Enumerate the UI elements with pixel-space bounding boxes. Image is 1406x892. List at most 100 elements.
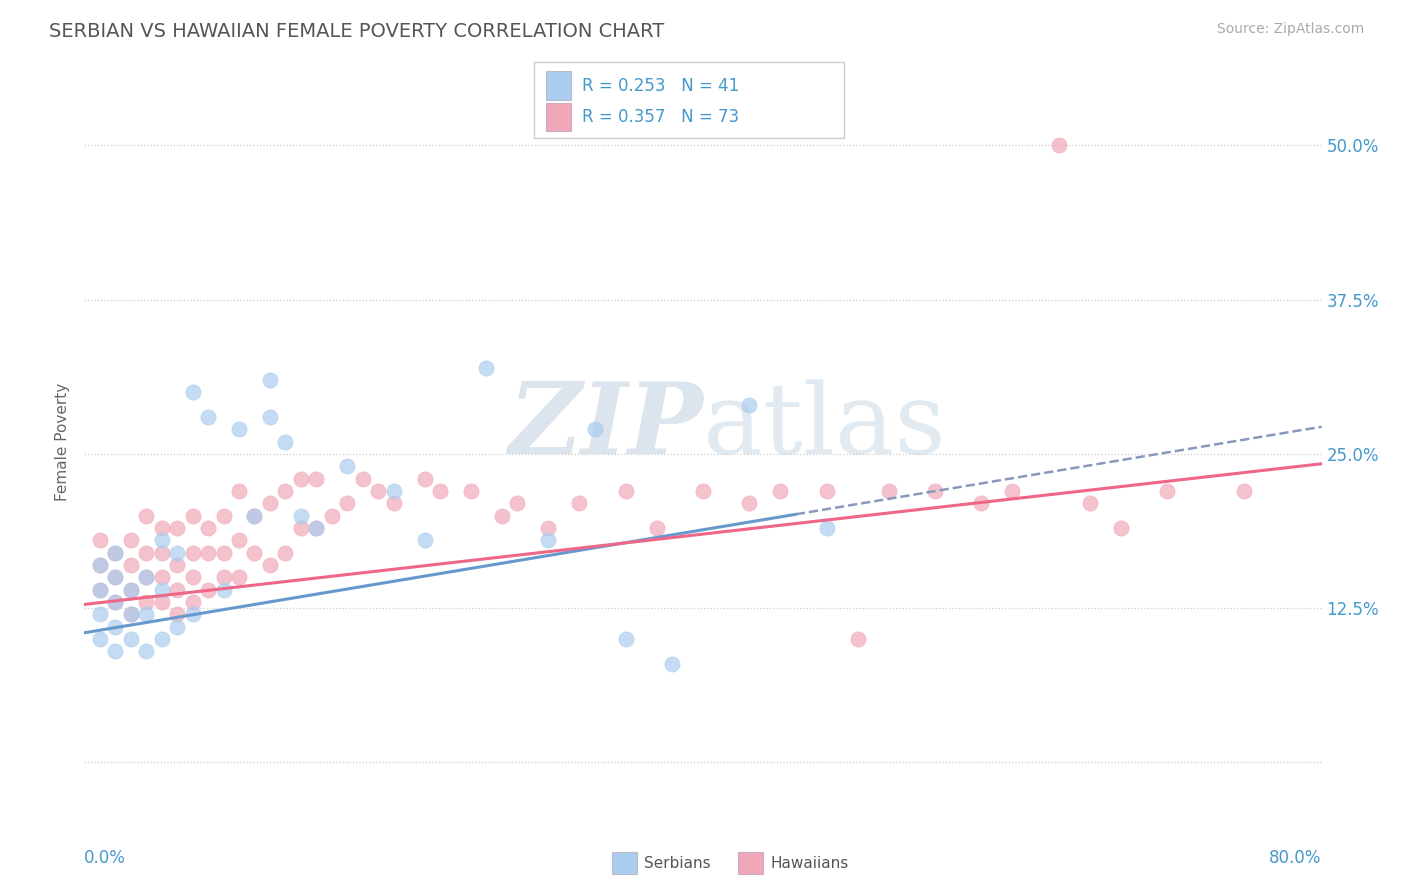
Point: [166, 607, 188, 622]
Point: [120, 533, 142, 548]
Point: [1047, 138, 1070, 153]
Point: [120, 607, 142, 622]
Point: [150, 521, 173, 535]
Point: [89, 582, 111, 597]
Point: [1001, 483, 1024, 498]
Point: [243, 508, 266, 523]
Point: [150, 595, 173, 609]
Point: [166, 619, 188, 633]
Point: [104, 545, 127, 560]
Point: [104, 619, 127, 633]
Point: [104, 570, 127, 584]
Point: [197, 545, 219, 560]
Point: [150, 533, 173, 548]
Point: [150, 582, 173, 597]
Point: [970, 496, 993, 510]
Point: [305, 471, 328, 485]
Point: [815, 521, 838, 535]
Point: [120, 632, 142, 646]
Point: [274, 434, 297, 449]
Point: [104, 545, 127, 560]
Text: Source: ZipAtlas.com: Source: ZipAtlas.com: [1216, 22, 1364, 37]
Point: [274, 483, 297, 498]
Point: [135, 595, 157, 609]
Point: [367, 483, 389, 498]
Point: [274, 545, 297, 560]
Point: [212, 545, 235, 560]
Text: 0.0%: 0.0%: [84, 849, 127, 867]
Point: [475, 360, 498, 375]
Point: [135, 570, 157, 584]
Point: [738, 496, 761, 510]
Point: [228, 422, 250, 436]
Text: atlas: atlas: [703, 379, 946, 475]
Point: [228, 483, 250, 498]
Point: [166, 558, 188, 572]
Point: [769, 483, 792, 498]
Point: [104, 644, 127, 658]
Point: [846, 632, 869, 646]
Point: [197, 409, 219, 424]
Point: [243, 545, 266, 560]
Point: [259, 409, 281, 424]
Point: [89, 558, 111, 572]
Point: [104, 595, 127, 609]
Point: [181, 545, 204, 560]
Text: ZIP: ZIP: [508, 378, 703, 475]
Point: [382, 496, 405, 510]
Y-axis label: Female Poverty: Female Poverty: [55, 383, 70, 500]
Point: [135, 545, 157, 560]
Point: [104, 570, 127, 584]
Point: [89, 582, 111, 597]
Point: [150, 632, 173, 646]
Point: [150, 545, 173, 560]
Point: [89, 607, 111, 622]
Point: [1156, 483, 1178, 498]
Point: [336, 496, 359, 510]
Point: [352, 471, 374, 485]
Point: [181, 595, 204, 609]
Point: [924, 483, 946, 498]
Point: [290, 508, 312, 523]
Point: [290, 521, 312, 535]
Point: [568, 496, 591, 510]
Point: [120, 558, 142, 572]
Point: [815, 483, 838, 498]
Text: SERBIAN VS HAWAIIAN FEMALE POVERTY CORRELATION CHART: SERBIAN VS HAWAIIAN FEMALE POVERTY CORRE…: [49, 22, 665, 41]
Text: R = 0.357   N = 73: R = 0.357 N = 73: [582, 108, 740, 126]
Text: 80.0%: 80.0%: [1270, 849, 1322, 867]
Point: [413, 471, 436, 485]
Point: [537, 521, 560, 535]
Point: [506, 496, 529, 510]
Point: [614, 632, 637, 646]
Point: [135, 508, 157, 523]
Point: [228, 533, 250, 548]
Point: [181, 570, 204, 584]
Point: [104, 595, 127, 609]
Point: [645, 521, 668, 535]
Point: [135, 644, 157, 658]
Point: [259, 558, 281, 572]
Point: [336, 459, 359, 474]
Point: [1078, 496, 1101, 510]
Point: [166, 582, 188, 597]
Point: [259, 373, 281, 387]
Point: [181, 607, 204, 622]
Point: [135, 570, 157, 584]
Point: [120, 582, 142, 597]
Point: [181, 508, 204, 523]
Point: [413, 533, 436, 548]
Point: [429, 483, 451, 498]
Text: Hawaiians: Hawaiians: [770, 855, 849, 871]
Point: [614, 483, 637, 498]
Point: [243, 508, 266, 523]
Point: [305, 521, 328, 535]
Point: [491, 508, 513, 523]
Point: [166, 545, 188, 560]
Point: [1109, 521, 1132, 535]
Point: [305, 521, 328, 535]
Point: [197, 521, 219, 535]
Point: [150, 570, 173, 584]
Point: [120, 582, 142, 597]
Point: [460, 483, 482, 498]
